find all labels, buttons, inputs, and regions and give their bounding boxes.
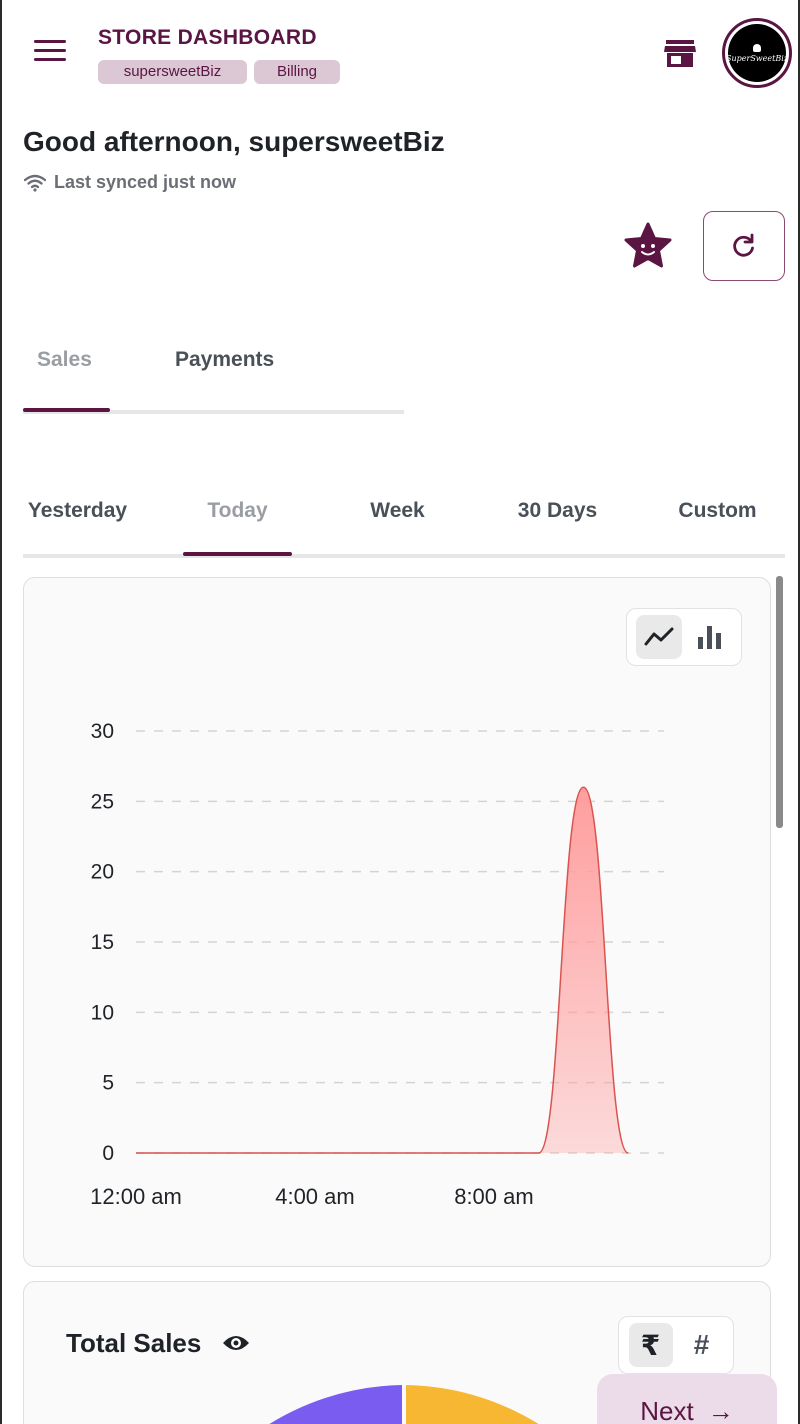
refresh-icon bbox=[733, 233, 754, 257]
x-tick-label: 12:00 am bbox=[90, 1184, 182, 1209]
wifi-icon bbox=[24, 174, 46, 192]
billing-chip[interactable]: Billing bbox=[254, 60, 340, 84]
rupee-unit-button[interactable]: ₹ bbox=[628, 1323, 673, 1367]
x-tick-label: 8:00 am bbox=[454, 1184, 534, 1209]
avatar-label: SuperSweetBiz bbox=[726, 53, 788, 63]
total-sales-title: Total Sales bbox=[66, 1328, 202, 1358]
y-tick-label: 15 bbox=[91, 931, 114, 954]
next-button-label: Next bbox=[640, 1396, 694, 1424]
primary-tabs: Sales Payments bbox=[23, 330, 404, 415]
x-tick-label: 4:00 am bbox=[275, 1184, 355, 1209]
line-chart-button[interactable] bbox=[635, 615, 682, 659]
tab-track bbox=[23, 410, 404, 414]
date-tab-indicator bbox=[183, 552, 292, 556]
chart-type-toggle bbox=[626, 608, 742, 666]
unit-toggle: ₹ # bbox=[618, 1316, 734, 1374]
count-unit-button[interactable]: # bbox=[693, 1329, 710, 1360]
y-tick-label: 5 bbox=[102, 1072, 114, 1095]
line-chart-icon bbox=[644, 627, 673, 646]
sales-donut-chart bbox=[269, 1385, 539, 1424]
tab-yesterday[interactable]: Yesterday bbox=[27, 499, 128, 522]
sync-status-label: Last synced just now bbox=[54, 172, 237, 192]
greeting-heading: Good afternoon, supersweetBiz bbox=[23, 126, 445, 157]
tab-custom[interactable]: Custom bbox=[678, 499, 757, 522]
menu-icon[interactable] bbox=[34, 40, 66, 64]
sales-line-chart: 0 5 10 15 20 25 30 12:00 am 4:00 am 8:00 am bbox=[90, 720, 664, 1209]
donut-segment-yellow bbox=[406, 1385, 539, 1424]
sync-status: Last synced just now bbox=[24, 172, 236, 193]
tab-today[interactable]: Today bbox=[207, 499, 268, 522]
y-tick-label: 20 bbox=[91, 861, 114, 884]
business-chip[interactable]: supersweetBiz bbox=[98, 60, 247, 84]
y-tick-label: 10 bbox=[91, 1001, 114, 1024]
eye-icon[interactable] bbox=[222, 1332, 250, 1354]
bar-chart-icon bbox=[697, 626, 721, 649]
next-button[interactable]: Next → bbox=[597, 1374, 777, 1424]
date-range-tabs: Yesterday Today Week 30 Days Custom bbox=[23, 470, 785, 560]
bar-chart-button[interactable] bbox=[687, 615, 733, 659]
star-icon[interactable] bbox=[622, 222, 674, 270]
y-tick-label: 0 bbox=[102, 1142, 114, 1165]
y-tick-label: 30 bbox=[91, 720, 114, 743]
page-title: STORE DASHBOARD bbox=[98, 26, 317, 49]
store-icon[interactable] bbox=[664, 40, 696, 68]
y-tick-label: 25 bbox=[91, 790, 114, 813]
refresh-button[interactable] bbox=[703, 211, 785, 281]
arrow-right-icon: → bbox=[707, 1396, 734, 1424]
tab-30-days[interactable]: 30 Days bbox=[517, 499, 598, 522]
tab-indicator bbox=[23, 408, 110, 412]
tab-week[interactable]: Week bbox=[370, 499, 425, 522]
scrollbar[interactable] bbox=[776, 576, 783, 828]
sales-chart-card: 0 5 10 15 20 25 30 12:00 am 4:00 am 8:00 am bbox=[23, 577, 771, 1267]
tab-payments[interactable]: Payments bbox=[175, 348, 275, 371]
tab-sales[interactable]: Sales bbox=[37, 348, 92, 371]
series-area bbox=[136, 787, 629, 1153]
donut-segment-purple bbox=[269, 1385, 402, 1424]
avatar[interactable]: SuperSweetBiz bbox=[722, 18, 792, 88]
series-line bbox=[136, 786, 629, 1154]
date-tab-track bbox=[23, 554, 785, 558]
